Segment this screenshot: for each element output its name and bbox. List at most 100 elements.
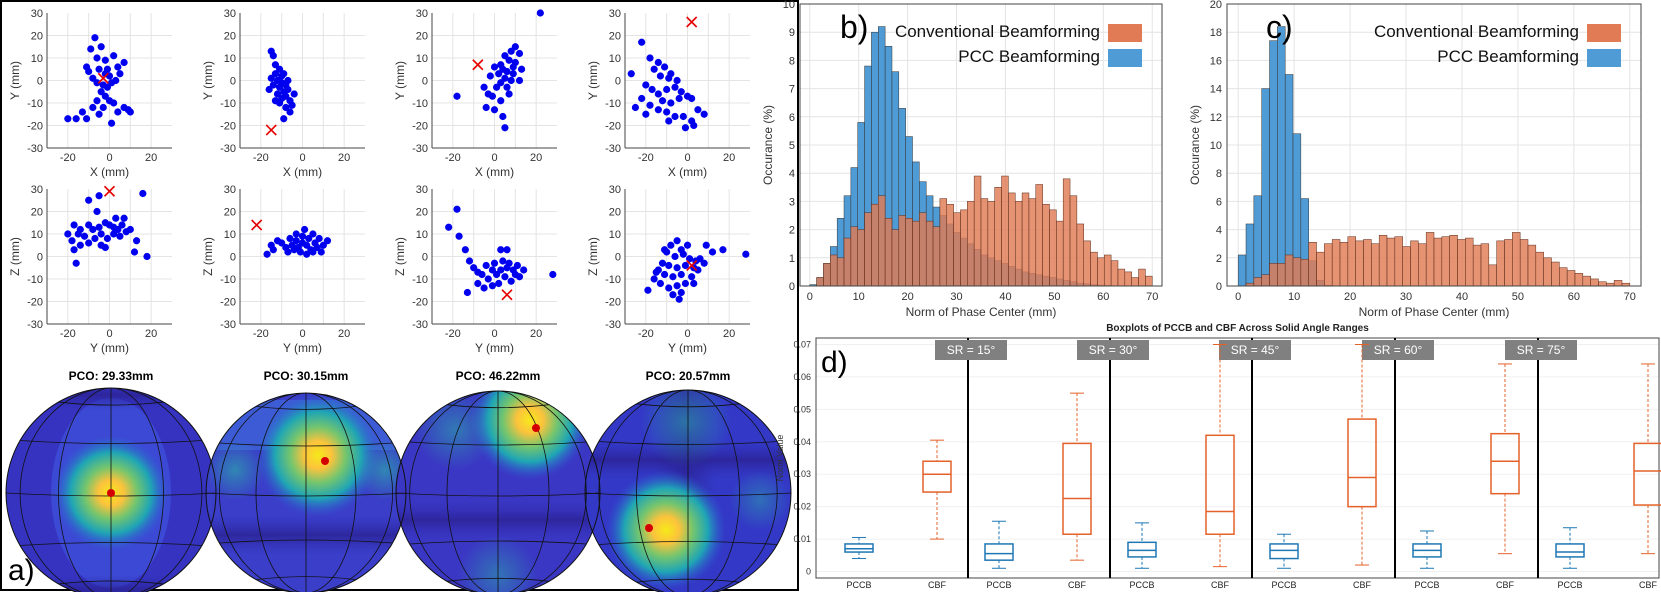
cbf-bar xyxy=(1110,260,1119,287)
scatter-point xyxy=(681,279,690,288)
cbf-bar xyxy=(1371,243,1380,287)
scatter-point xyxy=(309,248,317,256)
box-body xyxy=(922,460,952,493)
scatter-point xyxy=(679,112,687,121)
y-tick-label: -10 xyxy=(412,98,428,110)
x-tick-label: 20 xyxy=(338,328,350,340)
scatter-point xyxy=(445,223,453,231)
y-tick-label: -10 xyxy=(412,274,428,286)
scatter-point xyxy=(638,94,646,103)
cbf-bar xyxy=(1543,257,1552,287)
cbf-bar xyxy=(1378,234,1388,287)
y-tick-label: 9 xyxy=(789,27,795,39)
divider-label-box xyxy=(1362,340,1434,360)
x-axis-label: X (mm) xyxy=(283,165,322,179)
scatter-point xyxy=(110,52,118,60)
cbf-bar xyxy=(864,212,872,287)
y-tick-label: -20 xyxy=(220,297,236,309)
scatter-point xyxy=(95,192,103,200)
scatter-point xyxy=(480,83,488,91)
x-tick-label: 20 xyxy=(338,152,350,164)
y-tick-label: 20 xyxy=(224,207,236,219)
legend-swatch-cbf xyxy=(1587,24,1621,42)
cbf-bar xyxy=(1496,240,1505,287)
scatter-point xyxy=(515,273,524,281)
scatter-point xyxy=(505,90,513,98)
x-tick-label: 70 xyxy=(1146,291,1158,303)
meridian xyxy=(598,390,778,592)
scatter-point xyxy=(101,56,109,64)
scatter-point xyxy=(503,83,511,91)
cbf-bar xyxy=(1316,251,1325,287)
scatter-point xyxy=(675,295,683,303)
cbf-bar xyxy=(1347,236,1356,287)
x-tick-label: 50 xyxy=(1512,291,1524,303)
scatter-point xyxy=(488,282,497,290)
y-tick-label: 20 xyxy=(609,207,621,219)
parallel xyxy=(58,580,164,585)
y-tick-label: -30 xyxy=(220,143,236,155)
cbf-bar xyxy=(1008,192,1016,287)
scatter-point xyxy=(112,76,120,85)
y-tick-label: 4 xyxy=(789,168,795,180)
cbf-bar xyxy=(1582,275,1591,287)
y-axis-label: Occurance (%) xyxy=(761,105,775,185)
x-axis-label: Y (mm) xyxy=(475,341,514,355)
scatter-point xyxy=(656,72,665,80)
cbf-bar xyxy=(912,220,920,287)
scatter-point xyxy=(520,266,528,274)
scatter-point xyxy=(694,266,702,274)
y-axis-label: Z (mm) xyxy=(393,237,407,276)
x-tick-label: 0 xyxy=(106,328,112,340)
y-tick-label: 0 xyxy=(806,567,811,577)
parallel xyxy=(20,542,202,546)
meridian xyxy=(218,393,393,592)
scatter-point xyxy=(490,63,499,71)
cbf-box xyxy=(1633,363,1661,555)
y-tick-label: 20 xyxy=(609,31,621,43)
cbf-bar xyxy=(946,203,954,287)
scatter-point xyxy=(660,63,669,71)
cbf-bar xyxy=(1324,243,1333,287)
scatter-point xyxy=(673,264,681,272)
y-tick-label: 0.03 xyxy=(793,469,811,479)
sphere-grid xyxy=(585,390,791,592)
cbf-bar xyxy=(1410,240,1419,287)
scatter-point xyxy=(114,108,122,116)
y-tick-label: 10 xyxy=(224,53,236,65)
cbf-bar xyxy=(1124,271,1132,287)
sphere-outline xyxy=(584,389,792,592)
cbf-bar xyxy=(857,229,865,287)
scatter-point xyxy=(286,234,294,243)
y-tick-label: -30 xyxy=(412,143,428,155)
pcc-bar xyxy=(1237,254,1247,287)
y-tick-label: 10 xyxy=(609,53,621,65)
x-tick-label: 60 xyxy=(1097,291,1109,303)
scatter-point xyxy=(669,273,677,281)
scatter-point xyxy=(80,232,89,240)
cbf-bar xyxy=(1425,232,1435,287)
parallel xyxy=(409,441,587,446)
scatter-point xyxy=(658,259,667,267)
x-axis-label: X (mm) xyxy=(475,165,514,179)
y-tick-label: 1 xyxy=(789,253,795,265)
x-tick-label: 30 xyxy=(1400,291,1412,303)
y-tick-label: -20 xyxy=(605,121,621,133)
phase-center-marker xyxy=(686,259,698,272)
scatter-point xyxy=(265,85,273,94)
y-tick-label: 8 xyxy=(1216,168,1222,180)
scatter-point xyxy=(271,97,280,105)
x-tick-label: 40 xyxy=(999,291,1011,303)
plot-frame xyxy=(815,337,1660,579)
x-tick-label: 0 xyxy=(299,328,305,340)
scatter-point xyxy=(116,70,124,78)
scatter-point xyxy=(654,106,662,114)
scatter-point xyxy=(642,81,650,89)
scatter-point xyxy=(465,257,474,265)
y-axis-label: Y (mm) xyxy=(8,61,22,100)
y-tick-label: 10 xyxy=(31,229,43,241)
y-tick-label: 30 xyxy=(224,184,236,196)
cbf-bar xyxy=(1056,220,1064,287)
scatter-point xyxy=(627,70,635,78)
cbf-bar xyxy=(1480,243,1490,287)
